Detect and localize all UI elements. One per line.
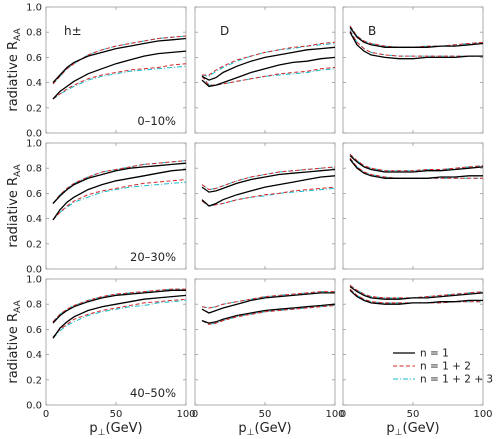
series-line-lower-n123 (52, 181, 187, 221)
panel-frame (342, 142, 484, 270)
series-line-upper-n12 (52, 35, 187, 85)
x-tick-label: 100 (473, 409, 492, 420)
panel-r0-c2: B (342, 6, 484, 134)
centrality-label: 40–50% (130, 386, 176, 400)
series-line-lower-n1 (201, 175, 336, 207)
series-line-upper-n1 (201, 168, 336, 193)
series-line-lower-n12 (201, 305, 336, 325)
y-tick-label: 0.6 (26, 325, 42, 336)
particle-label: B (368, 24, 376, 38)
panel-r2-c1: 0 50 100 (192, 278, 345, 420)
panel-r0-c1: D (194, 6, 336, 134)
series-line-upper-n1 (349, 286, 484, 300)
y-tick-label: 0.2 (26, 239, 42, 250)
x-tick-label: 0 (192, 409, 198, 420)
x-tick-label: 0 (340, 409, 346, 420)
y-tick-label: 0.8 (26, 164, 42, 175)
series-line-lower-n1 (52, 50, 187, 100)
series-line-lower-n1 (349, 31, 483, 60)
y-axis-label: radiative RAA (6, 300, 23, 384)
y-tick-label: 0.0 (26, 265, 42, 276)
series-line-upper-n123 (52, 35, 187, 85)
y-tick-label: 0.4 (26, 350, 42, 361)
series-line-upper-n1 (52, 162, 187, 204)
y-tick-label: 0.4 (26, 214, 42, 225)
y-tick-label: 0.2 (26, 103, 42, 114)
y-tick-label: 1.0 (26, 275, 42, 286)
series-line-upper-n12 (202, 41, 336, 76)
series-line-lower-n1 (201, 56, 336, 88)
legend: n = 1n = 1 + 2n = 1 + 2 + 3 (393, 348, 493, 386)
series-line-upper-n1 (349, 26, 484, 48)
centrality-label: 0–10% (137, 114, 176, 128)
y-axis-label: radiative RAA (6, 28, 23, 112)
series-line-upper-n12 (349, 153, 484, 172)
panel-r1-c2 (342, 142, 484, 270)
y-tick-label: 0.8 (26, 28, 42, 39)
x-axis-label: p⊥(GeV) (89, 421, 142, 438)
series-line-upper-n1 (52, 289, 186, 324)
x-tick-label: 50 (259, 409, 272, 420)
series-line-upper-n123 (52, 288, 186, 323)
x-tick-label: 100 (325, 409, 344, 420)
y-tick-label: 0.6 (26, 53, 42, 64)
series-line-lower-n12 (201, 186, 336, 207)
series-line-upper-n1 (52, 37, 187, 84)
x-axis-label: p⊥(GeV) (386, 421, 439, 438)
series-line-lower-n1 (52, 294, 187, 339)
series-line-lower-n1 (201, 303, 336, 324)
series-line-upper-n123 (52, 160, 187, 204)
centrality-label: 20–30% (130, 250, 176, 264)
x-tick-label: 50 (110, 409, 123, 420)
series-line-lower-n12 (349, 157, 483, 179)
series-line-lower-n1 (349, 158, 483, 179)
y-tick-label: 0.8 (26, 300, 42, 311)
y-tick-label: 0.6 (26, 189, 42, 200)
y-tick-label: 0.4 (26, 78, 42, 89)
series-line-upper-n12 (349, 284, 484, 299)
legend-label: n = 1 (420, 348, 449, 360)
panel-r1-c0: 0.0 0.2 0.4 0.6 0.8 1.0 20–30% (26, 139, 187, 276)
y-tick-label: 0.0 (26, 401, 42, 412)
series-line-upper-n12 (201, 291, 335, 309)
series-line-upper-n1 (349, 155, 484, 173)
particle-label: D (220, 24, 229, 38)
series-line-upper-n1 (201, 46, 336, 81)
series-line-lower-n12 (52, 63, 187, 100)
panel-frame (342, 6, 484, 134)
series-line-lower-n123 (52, 299, 187, 339)
series-line-lower-n123 (52, 65, 187, 100)
particle-label: h± (64, 24, 82, 38)
y-axis-label: radiative RAA (6, 164, 23, 248)
legend-label: n = 1 + 2 (420, 361, 471, 373)
x-tick-label: 100 (176, 409, 195, 420)
y-tick-label: 1.0 (26, 3, 42, 14)
panel-r2-c2: 0 50 100 (340, 278, 493, 420)
x-tick-label: 50 (407, 409, 420, 420)
panel-r1-c1 (194, 142, 336, 270)
y-tick-label: 0.0 (26, 129, 42, 140)
series-line-lower-n1 (349, 289, 483, 305)
panel-r0-c0: 0.0 0.2 0.4 0.6 0.8 1.0 h± 0–10% (26, 3, 187, 140)
x-axis-label: p⊥(GeV) (238, 421, 291, 438)
y-tick-label: 1.0 (26, 139, 42, 150)
legend-label: n = 1 + 2 + 3 (420, 374, 493, 386)
series-line-lower-n12 (52, 179, 187, 221)
series-line-lower-n12 (201, 67, 336, 86)
series-line-upper-n12 (201, 166, 336, 191)
y-tick-label: 0.2 (26, 375, 42, 386)
x-tick-label: 0 (43, 409, 49, 420)
series-line-lower-n12 (349, 30, 483, 57)
series-line-upper-n1 (201, 292, 335, 314)
panel-frame (194, 142, 336, 270)
series-line-upper-n12 (52, 160, 187, 204)
series-line-lower-n1 (52, 168, 187, 221)
